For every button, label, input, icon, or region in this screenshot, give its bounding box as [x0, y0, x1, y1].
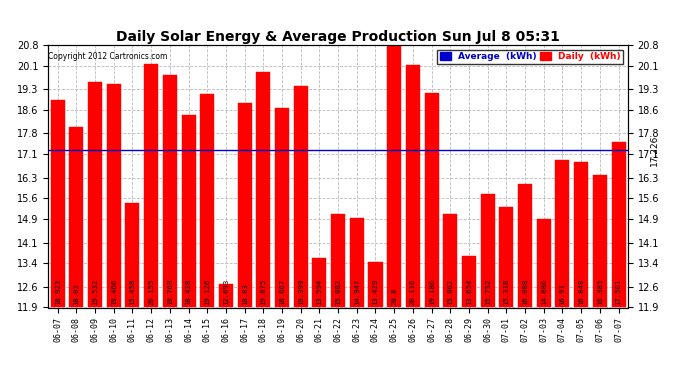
- Bar: [368, 262, 382, 308]
- Text: 19.126: 19.126: [204, 278, 210, 304]
- Bar: [144, 64, 158, 308]
- Text: 13.654: 13.654: [466, 278, 472, 304]
- Text: 19.466: 19.466: [110, 278, 117, 304]
- Text: 19.186: 19.186: [428, 278, 435, 304]
- Bar: [443, 214, 457, 308]
- Text: 19.532: 19.532: [92, 278, 98, 304]
- Text: 15.752: 15.752: [484, 278, 491, 304]
- Text: 16.91: 16.91: [560, 283, 566, 304]
- Bar: [555, 160, 569, 308]
- Text: 20.8: 20.8: [391, 287, 397, 304]
- Text: 19.769: 19.769: [167, 278, 172, 304]
- Text: Copyright 2012 Cartronics.com: Copyright 2012 Cartronics.com: [48, 53, 168, 62]
- Text: 14.947: 14.947: [354, 278, 359, 304]
- Bar: [50, 100, 65, 308]
- Text: 14.886: 14.886: [541, 278, 546, 304]
- Bar: [424, 93, 439, 308]
- Bar: [593, 175, 607, 308]
- Text: 16.088: 16.088: [522, 278, 528, 304]
- Text: 18.83: 18.83: [241, 283, 248, 304]
- Text: 16.385: 16.385: [597, 278, 603, 304]
- Bar: [69, 127, 83, 308]
- Bar: [462, 256, 476, 308]
- Bar: [481, 194, 495, 308]
- Text: 19.399: 19.399: [297, 278, 304, 304]
- Bar: [313, 258, 326, 307]
- Bar: [200, 94, 214, 308]
- Bar: [256, 72, 270, 308]
- Bar: [331, 214, 345, 308]
- Bar: [107, 84, 121, 308]
- Text: 17.501: 17.501: [615, 278, 622, 304]
- Bar: [219, 284, 233, 308]
- Text: 19.875: 19.875: [260, 278, 266, 304]
- Bar: [537, 219, 551, 308]
- Bar: [88, 82, 102, 308]
- Text: 18.02: 18.02: [73, 283, 79, 304]
- Bar: [574, 162, 588, 308]
- Bar: [611, 142, 626, 308]
- Text: 17.226: 17.226: [649, 135, 658, 166]
- Text: 18.428: 18.428: [186, 278, 192, 304]
- Text: 16.848: 16.848: [578, 278, 584, 304]
- Text: 15.062: 15.062: [447, 278, 453, 304]
- Bar: [518, 184, 532, 308]
- Text: 15.458: 15.458: [130, 278, 135, 304]
- Bar: [126, 202, 139, 308]
- Text: 20.116: 20.116: [410, 278, 416, 304]
- Bar: [181, 115, 195, 308]
- Bar: [387, 45, 401, 308]
- Title: Daily Solar Energy & Average Production Sun Jul 8 05:31: Daily Solar Energy & Average Production …: [116, 30, 560, 44]
- Bar: [500, 207, 513, 308]
- Text: 15.082: 15.082: [335, 278, 341, 304]
- Bar: [163, 75, 177, 308]
- Bar: [350, 217, 364, 308]
- Bar: [406, 65, 420, 308]
- Text: 13.429: 13.429: [373, 278, 379, 304]
- Text: 20.155: 20.155: [148, 278, 154, 304]
- Text: 13.594: 13.594: [317, 278, 322, 304]
- Bar: [237, 103, 252, 308]
- Text: 12.693: 12.693: [223, 278, 229, 304]
- Legend: Average  (kWh), Daily  (kWh): Average (kWh), Daily (kWh): [437, 50, 623, 64]
- Text: 15.318: 15.318: [504, 278, 509, 304]
- Text: 18.923: 18.923: [55, 278, 61, 304]
- Bar: [275, 108, 289, 308]
- Text: 18.667: 18.667: [279, 278, 285, 304]
- Bar: [294, 86, 308, 308]
